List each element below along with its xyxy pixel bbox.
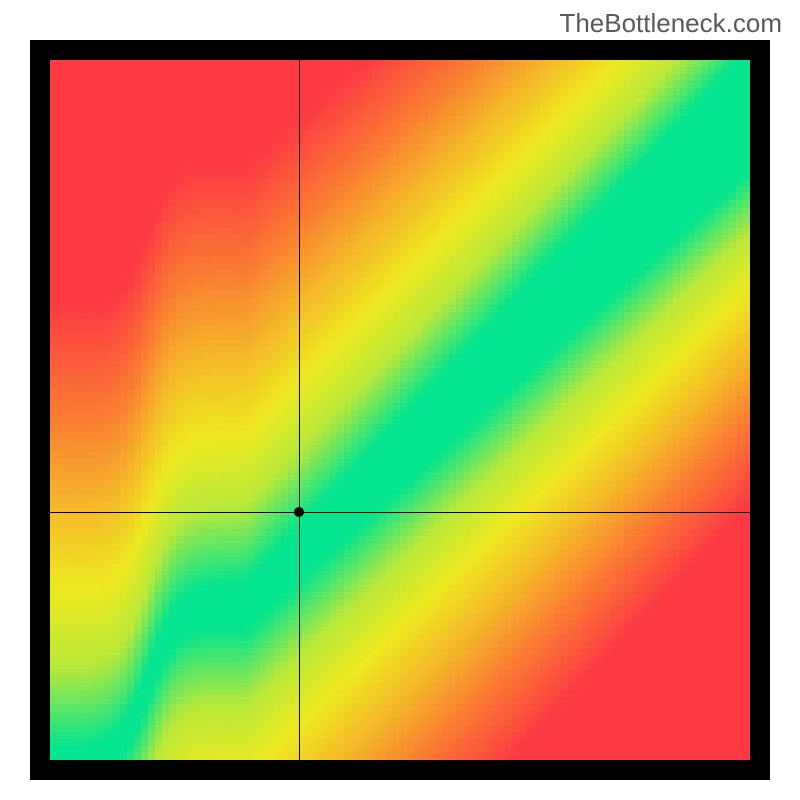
heatmap-canvas [50, 60, 750, 760]
crosshair-horizontal [50, 512, 750, 513]
heatmap-plot [50, 60, 750, 760]
plot-outer-frame [30, 40, 770, 780]
crosshair-marker [294, 507, 304, 517]
watermark-text: TheBottleneck.com [559, 8, 782, 39]
crosshair-vertical [299, 60, 300, 760]
